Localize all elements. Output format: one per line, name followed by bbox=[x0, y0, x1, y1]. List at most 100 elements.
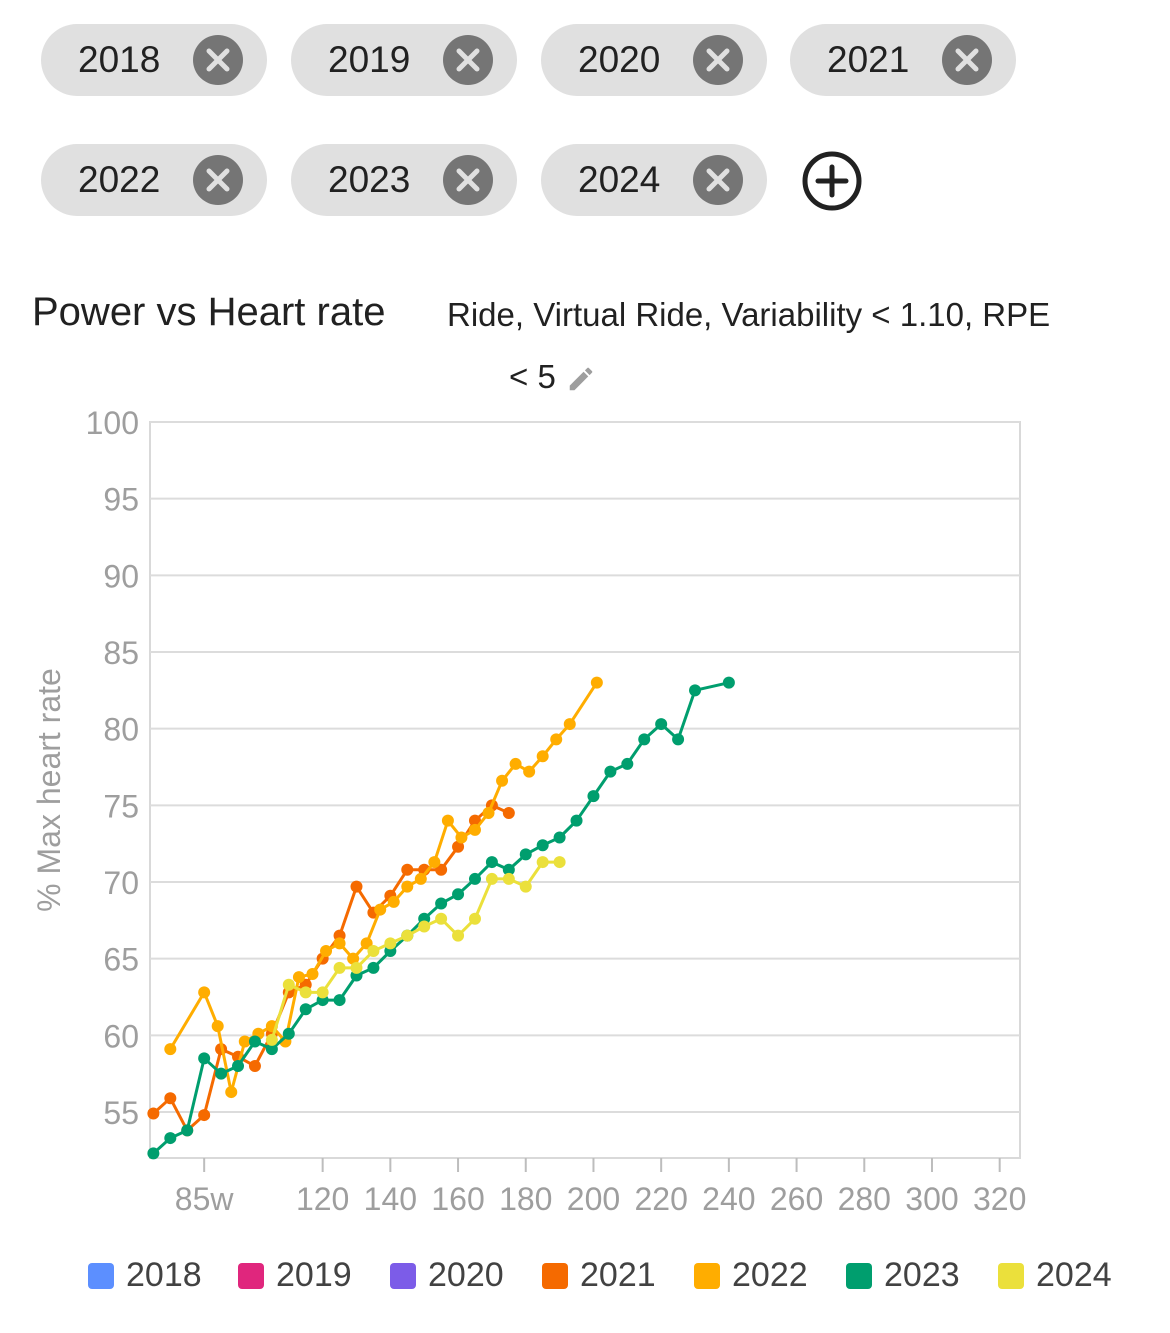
x-tick-label: 160 bbox=[431, 1181, 484, 1217]
y-axis-title: % Max heart rate bbox=[31, 668, 67, 912]
data-point-2023 bbox=[621, 757, 634, 770]
x-tick-label: 120 bbox=[296, 1181, 349, 1217]
year-chip-2024[interactable]: 2024 bbox=[541, 144, 767, 216]
data-point-2022 bbox=[401, 880, 414, 893]
x-tick-label: 200 bbox=[567, 1181, 620, 1217]
data-point-2021 bbox=[198, 1109, 211, 1122]
legend-swatch bbox=[998, 1262, 1024, 1289]
data-point-2022 bbox=[292, 971, 305, 984]
data-point-2022 bbox=[468, 823, 481, 836]
close-circle-icon[interactable] bbox=[443, 155, 493, 205]
add-circle-icon bbox=[802, 151, 862, 211]
close-circle-icon[interactable] bbox=[443, 35, 493, 85]
legend-item-2021[interactable]: 2021 bbox=[542, 1256, 656, 1295]
data-point-2022 bbox=[333, 937, 346, 950]
data-point-2021 bbox=[401, 863, 414, 876]
year-chip-2019[interactable]: 2019 bbox=[291, 24, 517, 96]
data-point-2023 bbox=[181, 1124, 194, 1137]
y-tick-label: 85 bbox=[103, 635, 139, 671]
y-tick-label: 100 bbox=[86, 405, 139, 441]
legend-swatch bbox=[390, 1262, 416, 1289]
data-point-2022 bbox=[536, 750, 549, 763]
legend-item-2018[interactable]: 2018 bbox=[88, 1256, 202, 1295]
data-point-2023 bbox=[722, 676, 735, 689]
data-point-2024 bbox=[350, 961, 363, 974]
data-point-2023 bbox=[485, 856, 498, 869]
year-chip-2021[interactable]: 2021 bbox=[790, 24, 1016, 96]
data-point-2024 bbox=[502, 872, 515, 885]
data-point-2022 bbox=[238, 1035, 251, 1048]
y-tick-label: 80 bbox=[103, 712, 139, 748]
data-point-2023 bbox=[147, 1147, 160, 1160]
y-tick-label: 75 bbox=[103, 788, 139, 824]
data-point-2024 bbox=[282, 978, 295, 991]
edit-filter-button[interactable] bbox=[566, 364, 596, 394]
data-point-2023 bbox=[519, 848, 532, 861]
close-circle-icon[interactable] bbox=[942, 35, 992, 85]
y-tick-label: 55 bbox=[103, 1095, 139, 1131]
chart-filter-summary-continued[interactable]: < 5 bbox=[509, 358, 556, 395]
data-point-2023 bbox=[164, 1132, 177, 1145]
data-point-2023 bbox=[435, 897, 448, 910]
data-point-2022 bbox=[211, 1020, 224, 1033]
legend-item-2022[interactable]: 2022 bbox=[694, 1256, 808, 1295]
x-tick-label: 260 bbox=[770, 1181, 823, 1217]
legend-label: 2020 bbox=[428, 1256, 504, 1294]
close-circle-icon[interactable] bbox=[693, 35, 743, 85]
x-tick-label: 180 bbox=[499, 1181, 552, 1217]
data-point-2024 bbox=[401, 929, 414, 942]
y-tick-label: 65 bbox=[103, 942, 139, 978]
year-chip-label: 2023 bbox=[328, 159, 411, 200]
data-point-2023 bbox=[587, 790, 600, 803]
data-point-2023 bbox=[570, 814, 583, 827]
chart-filter-summary[interactable]: Ride, Virtual Ride, Variability < 1.10, … bbox=[447, 296, 1051, 333]
series-line-2024 bbox=[270, 860, 560, 1041]
data-point-2021 bbox=[164, 1092, 177, 1105]
year-chip-2018[interactable]: 2018 bbox=[41, 24, 267, 96]
close-circle-icon[interactable] bbox=[193, 35, 243, 85]
year-chip-2020[interactable]: 2020 bbox=[541, 24, 767, 96]
data-point-2023 bbox=[536, 839, 549, 852]
x-tick-label: 85w bbox=[175, 1181, 235, 1217]
data-point-2023 bbox=[215, 1067, 228, 1080]
data-point-2024 bbox=[265, 1033, 278, 1046]
data-point-2023 bbox=[638, 733, 651, 746]
legend-item-2024[interactable]: 2024 bbox=[998, 1256, 1112, 1295]
data-point-2024 bbox=[553, 856, 566, 869]
year-chip-2022[interactable]: 2022 bbox=[41, 144, 267, 216]
legend-label: 2024 bbox=[1036, 1256, 1112, 1294]
data-point-2022 bbox=[198, 986, 211, 999]
data-point-2022 bbox=[441, 814, 454, 827]
data-point-2022 bbox=[496, 774, 509, 787]
legend-item-2019[interactable]: 2019 bbox=[238, 1256, 352, 1295]
data-point-2023 bbox=[248, 1035, 261, 1048]
data-point-2023 bbox=[689, 684, 702, 697]
data-point-2024 bbox=[452, 929, 465, 942]
add-filter-button[interactable] bbox=[801, 150, 863, 212]
data-point-2024 bbox=[468, 912, 481, 925]
y-tick-label: 95 bbox=[103, 482, 139, 518]
year-chip-2023[interactable]: 2023 bbox=[291, 144, 517, 216]
legend-label: 2023 bbox=[884, 1256, 960, 1294]
data-point-2021 bbox=[147, 1107, 160, 1120]
legend-swatch bbox=[846, 1262, 872, 1289]
chart-title: Power vs Heart rate bbox=[32, 290, 386, 334]
year-chip-label: 2019 bbox=[328, 39, 411, 80]
close-circle-icon[interactable] bbox=[693, 155, 743, 205]
data-point-2022 bbox=[550, 733, 563, 746]
data-point-2021 bbox=[452, 840, 465, 853]
data-point-2022 bbox=[225, 1086, 238, 1099]
data-point-2022 bbox=[455, 831, 468, 844]
series-line-2022 bbox=[169, 681, 599, 1094]
legend-item-2020[interactable]: 2020 bbox=[390, 1256, 504, 1295]
data-point-2024 bbox=[418, 920, 431, 933]
data-point-2022 bbox=[509, 757, 522, 770]
legend-item-2023[interactable]: 2023 bbox=[846, 1256, 960, 1295]
data-point-2024 bbox=[435, 912, 448, 925]
y-tick-label: 90 bbox=[103, 558, 139, 594]
close-circle-icon[interactable] bbox=[193, 155, 243, 205]
data-point-2023 bbox=[367, 961, 380, 974]
data-point-2023 bbox=[502, 863, 515, 876]
data-point-2022 bbox=[523, 765, 536, 778]
data-point-2023 bbox=[232, 1060, 245, 1072]
